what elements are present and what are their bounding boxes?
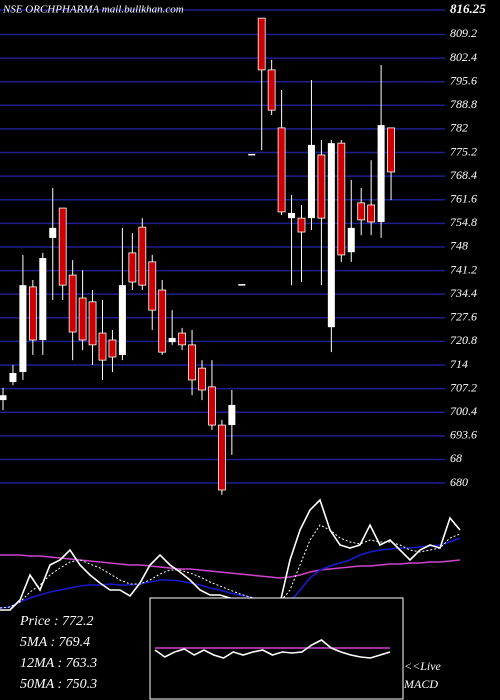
y-tick-label: 734.4 [450,286,477,300]
candle-body [198,367,206,391]
candle-body [178,332,187,346]
candle-body [78,297,87,341]
candle-body [98,332,107,361]
candle-body [138,226,147,286]
y-tick-label: 680 [450,475,468,489]
candle-body [248,153,256,156]
candle-body [88,301,97,346]
macd-label: MACD [403,677,438,691]
candle-body [307,144,315,219]
info-label: Price : 772.2 [19,614,93,629]
candle-body [228,404,236,426]
candle-body [377,125,385,222]
y-tick-label: 802.4 [450,50,477,64]
y-tick-label: 761.6 [450,191,477,205]
candle-body [277,127,286,213]
candle-body [367,204,376,223]
indicator-line [0,537,461,609]
y-tick-label: 700.4 [450,404,477,418]
y-tick-label: 693.6 [450,428,477,442]
info-label: 12MA : 763.3 [20,656,97,671]
y-tick-label: 727.6 [450,310,477,324]
candle-body [337,142,346,256]
info-label: 5MA : 769.4 [20,635,90,650]
candle-body [168,337,176,343]
y-tick-label: 714 [450,357,468,371]
y-tick-label: 809.2 [450,26,477,40]
candle-body [347,227,355,253]
y-tick-label: 741.2 [450,262,477,276]
chart-title: NSE ORCHPHARMA mail.bullkhan.com [2,4,184,16]
candle-body [208,386,216,426]
y-tick-label: 768.4 [450,168,477,182]
candle-body [238,284,246,286]
candle-body [297,217,306,233]
candle-body [267,69,276,111]
candle-body [58,207,67,286]
y-tick-label: 68 [450,451,462,465]
live-label: <<Live [404,659,442,673]
candle-body [148,261,157,311]
candle-body [39,258,47,341]
candle-body [387,127,395,173]
candle-body [317,154,326,219]
indicator-line [0,524,461,609]
y-tick-label: 775.2 [450,144,477,158]
candle-body [19,285,27,372]
candle-body [288,212,296,219]
candle-body [357,202,366,221]
y-tick-label: 816.25 [450,1,486,16]
y-tick-label: 754.8 [450,215,477,229]
candle-body [188,344,196,381]
indicator-line [0,554,461,579]
indicator-line [154,639,391,659]
y-tick-label: 707.2 [450,380,477,394]
candle-body [108,339,117,358]
candle-body [217,424,226,491]
candle-body [0,395,7,401]
y-tick-label: 782 [450,121,468,135]
candle-body [327,143,335,328]
candle-body [68,274,77,333]
candle-body [128,252,137,283]
y-tick-label: 748 [450,239,468,253]
candle-body [257,17,266,71]
y-tick-label: 795.6 [450,73,477,87]
candle-body [28,286,37,341]
candle-body [118,285,126,355]
candle-body [158,289,167,353]
y-tick-label: 720.8 [450,333,477,347]
info-label: 50MA : 750.3 [20,677,97,692]
candle-body [49,227,57,238]
candle-body [9,372,17,383]
y-tick-label: 788.8 [450,97,477,111]
